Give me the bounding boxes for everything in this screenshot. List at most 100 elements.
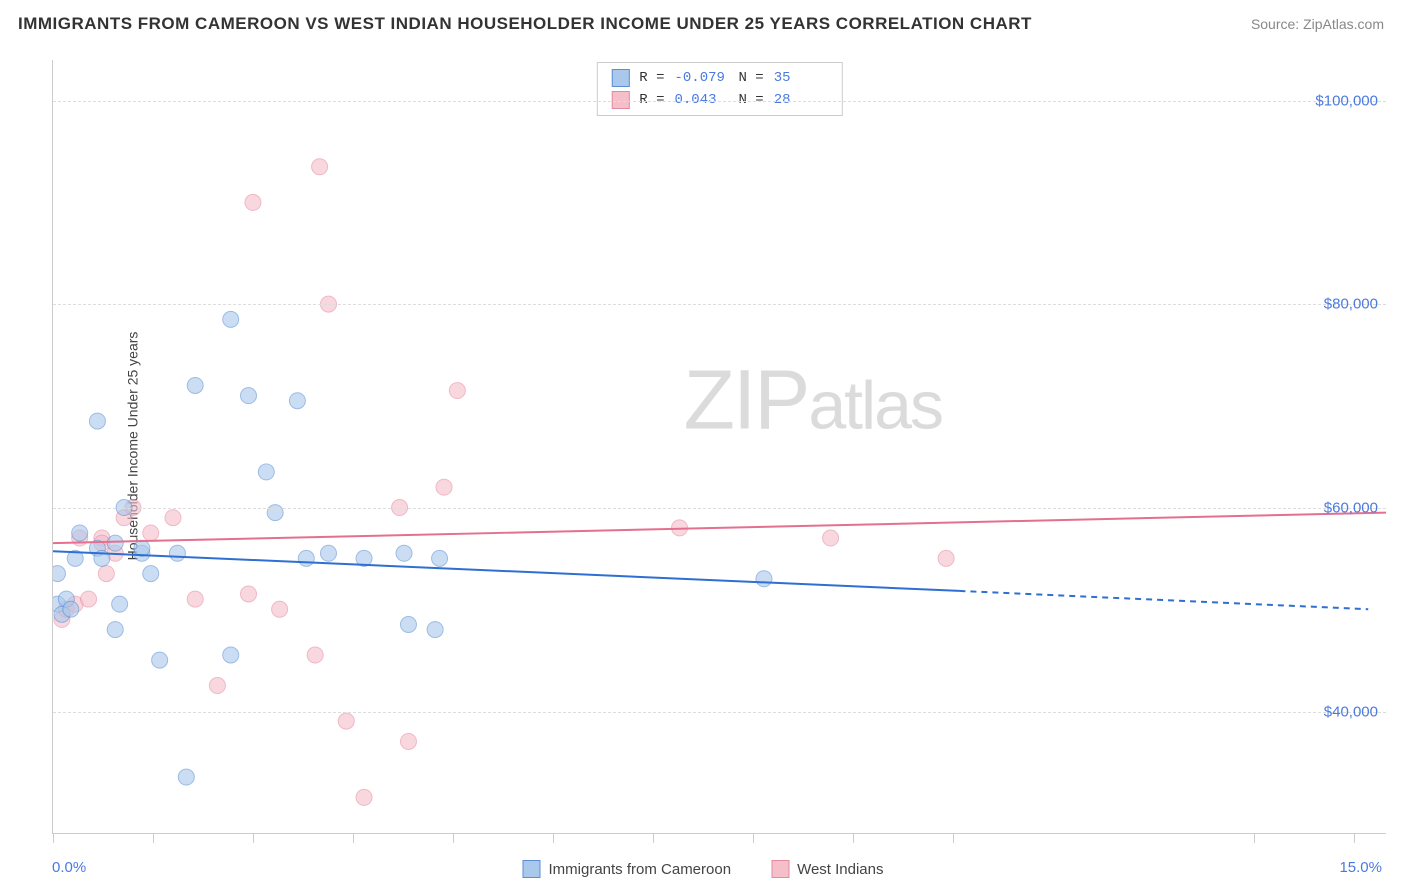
stat-r-value: -0.079 xyxy=(675,67,729,89)
stats-legend-box: R = -0.079 N = 35 R = 0.043 N = 28 xyxy=(596,62,842,116)
series-swatch xyxy=(611,69,629,87)
data-point xyxy=(338,713,354,729)
data-point xyxy=(427,622,443,638)
data-point xyxy=(672,520,688,536)
data-point xyxy=(165,510,181,526)
trend-line-extrapolated xyxy=(959,591,1368,609)
data-point xyxy=(356,789,372,805)
chart-svg xyxy=(53,60,1386,833)
x-tick xyxy=(753,833,754,843)
data-point xyxy=(72,530,88,546)
data-point xyxy=(267,505,283,521)
data-point xyxy=(223,311,239,327)
data-point xyxy=(107,545,123,561)
legend-swatch xyxy=(771,860,789,878)
data-point xyxy=(54,611,70,627)
data-point xyxy=(98,566,114,582)
data-point xyxy=(436,479,452,495)
legend-item: Immigrants from Cameroon xyxy=(523,860,732,878)
legend-swatch xyxy=(523,860,541,878)
source-value: ZipAtlas.com xyxy=(1303,16,1384,32)
data-point xyxy=(187,377,203,393)
bottom-legend: Immigrants from Cameroon West Indians xyxy=(523,860,884,878)
x-tick xyxy=(153,833,154,843)
data-point xyxy=(209,678,225,694)
data-point xyxy=(223,647,239,663)
data-point xyxy=(116,510,132,526)
data-point xyxy=(152,652,168,668)
data-point xyxy=(107,622,123,638)
data-point xyxy=(187,591,203,607)
data-point xyxy=(143,525,159,541)
x-tick xyxy=(253,833,254,843)
source-label: Source: xyxy=(1251,16,1299,32)
y-tick-label: $100,000 xyxy=(1315,92,1378,109)
y-tick-label: $80,000 xyxy=(1324,296,1378,313)
x-axis-min-label: 0.0% xyxy=(52,859,86,876)
gridline xyxy=(53,712,1386,713)
data-point xyxy=(449,383,465,399)
data-point xyxy=(58,601,74,617)
x-tick xyxy=(553,833,554,843)
data-point xyxy=(94,550,110,566)
stat-r-label: R = xyxy=(639,67,664,89)
data-point xyxy=(67,550,83,566)
data-point xyxy=(94,535,110,551)
x-tick xyxy=(453,833,454,843)
data-point xyxy=(94,530,110,546)
data-point xyxy=(89,540,105,556)
data-point xyxy=(400,617,416,633)
x-tick xyxy=(653,833,654,843)
x-tick xyxy=(1254,833,1255,843)
data-point xyxy=(134,540,150,556)
x-tick xyxy=(853,833,854,843)
trend-line xyxy=(53,551,959,591)
data-point xyxy=(396,545,412,561)
data-point xyxy=(112,596,128,612)
data-point xyxy=(178,769,194,785)
y-tick-label: $40,000 xyxy=(1324,703,1378,720)
data-point xyxy=(258,464,274,480)
data-point xyxy=(107,535,123,551)
data-point xyxy=(169,545,185,561)
data-point xyxy=(312,159,328,175)
data-point xyxy=(53,596,65,612)
data-point xyxy=(289,393,305,409)
chart-container: IMMIGRANTS FROM CAMEROON VS WEST INDIAN … xyxy=(0,0,1406,892)
stat-n-value: 35 xyxy=(774,67,828,89)
data-point xyxy=(53,566,65,582)
source-attribution: Source: ZipAtlas.com xyxy=(1251,16,1384,32)
data-point xyxy=(54,606,70,622)
data-point xyxy=(143,566,159,582)
data-point xyxy=(307,647,323,663)
data-point xyxy=(63,601,79,617)
data-point xyxy=(67,596,83,612)
stat-n-label: N = xyxy=(739,67,764,89)
legend-label: Immigrants from Cameroon xyxy=(549,861,732,878)
chart-title: IMMIGRANTS FROM CAMEROON VS WEST INDIAN … xyxy=(18,14,1032,34)
data-point xyxy=(823,530,839,546)
data-point xyxy=(245,194,261,210)
data-point xyxy=(938,550,954,566)
trend-line xyxy=(53,513,1386,544)
gridline xyxy=(53,101,1386,102)
legend-item: West Indians xyxy=(771,860,883,878)
data-point xyxy=(356,550,372,566)
data-point xyxy=(72,525,88,541)
data-point xyxy=(320,545,336,561)
gridline xyxy=(53,508,1386,509)
stats-row: R = -0.079 N = 35 xyxy=(611,67,827,89)
data-point xyxy=(241,586,257,602)
data-point xyxy=(432,550,448,566)
y-tick-label: $60,000 xyxy=(1324,500,1378,517)
x-tick xyxy=(953,833,954,843)
data-point xyxy=(298,550,314,566)
x-axis-max-label: 15.0% xyxy=(1339,859,1382,876)
data-point xyxy=(58,591,74,607)
plot-area: ZIPatlas R = -0.079 N = 35 R = 0.043 N =… xyxy=(52,60,1386,834)
x-tick xyxy=(53,833,54,843)
data-point xyxy=(400,733,416,749)
data-point xyxy=(756,571,772,587)
data-point xyxy=(134,545,150,561)
data-point xyxy=(81,591,97,607)
